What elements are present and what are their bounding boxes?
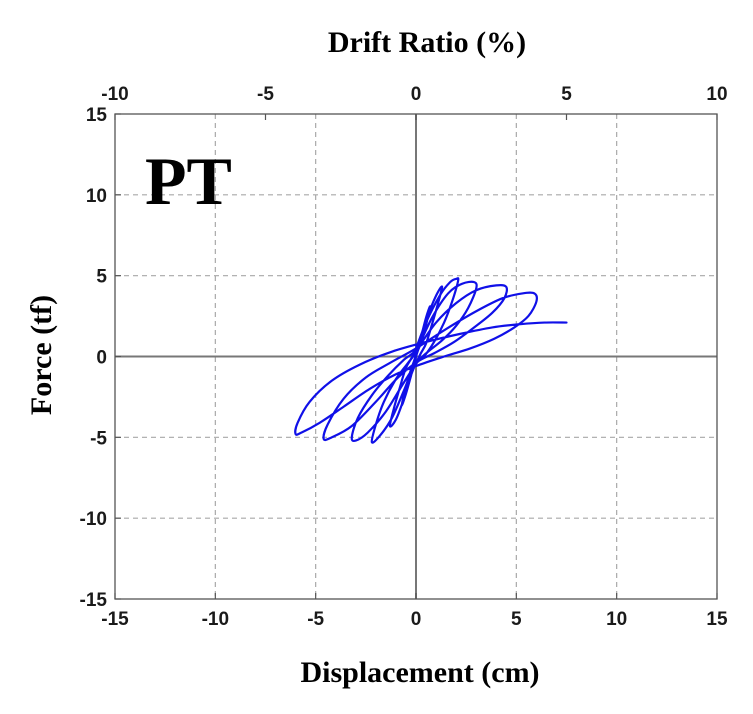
y-tick-label: -5 (90, 428, 107, 449)
data-layer (294, 277, 568, 444)
y-tick-label: 5 (96, 267, 107, 288)
x-tick-label: -5 (307, 609, 324, 630)
force-axis-title: Force (tf) (25, 295, 58, 415)
x2-tick-label: -5 (257, 84, 274, 105)
x-tick-label: 10 (606, 609, 627, 630)
y-tick-label: 15 (86, 105, 108, 126)
x2-tick-label: 5 (561, 84, 572, 105)
x-tick-label: -15 (101, 609, 129, 630)
y-tick-label: 10 (86, 186, 107, 207)
x-tick-label: 5 (511, 609, 522, 630)
x2-tick-label: -10 (101, 84, 128, 105)
y-tick-label: -15 (80, 590, 108, 611)
displacement-axis-title: Displacement (cm) (300, 656, 539, 689)
x2-tick-label: 10 (706, 84, 727, 105)
panel-label: PT (145, 143, 232, 219)
hysteresis-series-line (294, 277, 568, 444)
x-tick-label: -10 (202, 609, 229, 630)
y-tick-label: -10 (80, 509, 107, 530)
x-tick-label: 0 (411, 609, 422, 630)
x-tick-label: 15 (706, 609, 728, 630)
drift-ratio-axis-title: Drift Ratio (%) (328, 26, 526, 59)
x2-tick-label: 0 (411, 84, 422, 105)
y-tick-label: 0 (96, 348, 107, 369)
